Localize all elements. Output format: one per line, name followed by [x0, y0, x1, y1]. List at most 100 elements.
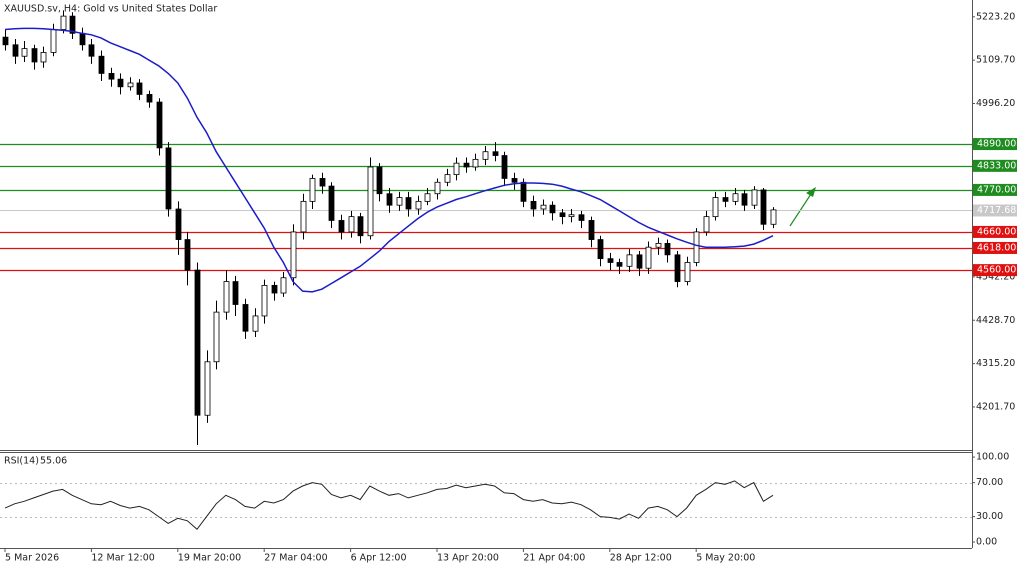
level-label: 4833.00: [977, 160, 1016, 171]
candle-body: [338, 220, 345, 233]
candle-body: [319, 178, 326, 187]
candle-body: [674, 254, 681, 282]
y-tick-label: 4996.20: [976, 98, 1015, 109]
level-label: 4660.00: [977, 226, 1016, 237]
candle-body: [213, 311, 220, 363]
candle-body: [300, 200, 307, 233]
candle-body: [444, 174, 451, 183]
candle-body: [741, 193, 748, 206]
candle-body: [751, 189, 758, 206]
level-label: 4560.00: [977, 265, 1016, 276]
price-label: 4717.68: [977, 205, 1016, 216]
candle-body: [655, 242, 662, 248]
candle-body: [21, 48, 28, 57]
rsi-line: [4, 480, 774, 531]
candle-body: [732, 193, 739, 202]
candle-body: [12, 44, 19, 57]
candle-body: [79, 32, 86, 46]
candle-body: [184, 239, 191, 271]
candle-body: [357, 216, 364, 237]
candle-body: [117, 78, 124, 88]
y-tick-label: 4315.20: [976, 358, 1015, 369]
candle-body: [703, 216, 710, 233]
candle-body: [405, 197, 412, 210]
x-tick-label: 19 Mar 20:00: [178, 553, 241, 564]
candle-body: [156, 101, 163, 149]
y-tick-label: 5109.70: [976, 55, 1015, 66]
candle-body: [693, 231, 700, 263]
candle-body: [98, 55, 105, 74]
level-label-box: [973, 264, 1017, 277]
y-tick-label: 30.00: [976, 511, 1003, 522]
candle-body: [108, 73, 115, 80]
candle-body: [511, 178, 518, 183]
y-tick-label: 4201.70: [976, 401, 1015, 412]
candle-body: [194, 269, 201, 416]
x-tick-label: 5 Mar 2026: [5, 553, 59, 564]
candle-body: [271, 284, 278, 294]
candle-body: [501, 155, 508, 179]
level-label: 4770.00: [977, 184, 1016, 195]
candle-body: [607, 258, 614, 263]
candle-body: [290, 231, 297, 279]
candle-body: [223, 281, 230, 313]
candle-body: [348, 216, 355, 233]
candle-body: [434, 181, 441, 195]
y-tick-label: 100.00: [976, 452, 1009, 463]
candle-body: [309, 178, 316, 202]
candle-body: [636, 254, 643, 269]
candle-body: [40, 52, 47, 63]
candle-body: [597, 239, 604, 260]
candle-body: [165, 147, 172, 210]
level-label-box: [973, 241, 1017, 254]
candle-body: [252, 315, 259, 332]
candle-body: [146, 94, 153, 103]
candle-body: [482, 151, 489, 160]
candle-body: [424, 193, 431, 202]
candle-body: [328, 185, 335, 221]
x-tick-label: 6 Apr 12:00: [351, 553, 407, 564]
candle-body: [127, 82, 134, 88]
x-tick-label: 13 Apr 20:00: [437, 553, 499, 564]
candle-body: [559, 212, 566, 218]
candle-body: [530, 200, 537, 210]
candle-body: [540, 204, 547, 210]
candle-body: [578, 214, 585, 221]
candle-body: [463, 162, 470, 168]
candle-body: [616, 262, 623, 267]
candle-body: [549, 204, 556, 214]
candle-body: [386, 193, 393, 206]
x-tick-label: 21 Apr 04:00: [523, 553, 585, 564]
candles: [2, 10, 777, 446]
candle-body: [684, 262, 691, 282]
level-label: 4890.00: [977, 139, 1016, 150]
candle-body: [175, 208, 182, 240]
y-tick-label: 4542.20: [976, 271, 1015, 282]
x-tick-label: 12 Mar 12:00: [91, 553, 154, 564]
candle-body: [645, 246, 652, 269]
candle-body: [280, 277, 287, 294]
candle-body: [232, 281, 239, 305]
indicator-title: RSI(14): [4, 456, 39, 467]
x-tick-label: 5 May 20:00: [696, 553, 755, 564]
candle-body: [367, 166, 374, 237]
moving-average: [4, 27, 774, 293]
candle-body: [376, 166, 383, 195]
candle-body: [204, 361, 211, 416]
candle-body: [261, 284, 268, 317]
candle-body: [626, 254, 633, 267]
level-label-box: [973, 183, 1017, 196]
candle-body: [722, 197, 729, 202]
candle-body: [242, 304, 249, 332]
candle-body: [415, 200, 422, 210]
level-label-box: [973, 159, 1017, 172]
candle-body: [396, 197, 403, 206]
y-tick-label: 4428.70: [976, 315, 1015, 326]
y-tick-label: 70.00: [976, 477, 1003, 488]
level-label-box: [973, 138, 1017, 151]
candle-body: [453, 162, 460, 176]
y-tick-label: 5223.20: [976, 11, 1015, 22]
